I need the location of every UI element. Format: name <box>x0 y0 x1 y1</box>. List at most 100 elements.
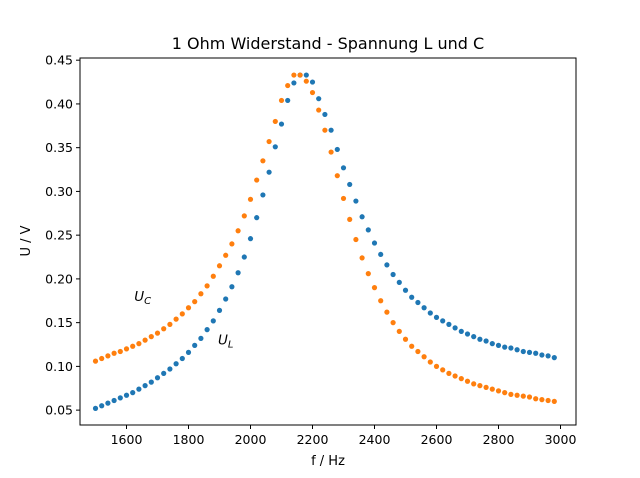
data-point-UL <box>359 214 365 220</box>
data-point-UL <box>235 270 241 276</box>
data-point-UC <box>471 381 477 387</box>
data-point-UL <box>495 342 502 348</box>
data-point-UC <box>173 316 179 322</box>
data-point-UL <box>99 403 105 409</box>
data-point-UC <box>142 337 148 343</box>
y-tick-label: 0.25 <box>45 228 73 243</box>
data-point-UL <box>266 169 272 175</box>
y-tick-label: 0.40 <box>45 96 73 111</box>
data-point-UL <box>148 379 154 385</box>
data-point-UC <box>316 107 322 113</box>
data-point-UC <box>192 299 198 305</box>
data-point-UC <box>489 386 495 392</box>
data-point-UL <box>340 165 347 171</box>
data-point-UC <box>223 252 229 258</box>
data-point-UL <box>409 294 415 300</box>
x-tick-label: 3000 <box>545 432 577 447</box>
x-tick-label: 2600 <box>421 432 453 447</box>
data-point-UL <box>167 366 173 372</box>
y-tick-label: 0.05 <box>45 403 73 418</box>
data-point-UC <box>179 311 185 317</box>
data-point-UL <box>390 271 396 278</box>
data-point-UL <box>272 144 278 150</box>
data-point-UL <box>421 305 427 311</box>
data-point-UC <box>260 158 266 164</box>
data-point-UL <box>192 342 198 348</box>
data-point-UL <box>347 181 353 188</box>
data-point-UC <box>483 384 489 390</box>
data-point-UL <box>105 400 111 406</box>
data-point-UC <box>409 343 415 349</box>
data-point-UL <box>210 318 216 324</box>
data-point-UC <box>371 285 378 291</box>
data-point-UL <box>452 325 458 331</box>
data-point-UL <box>502 344 508 350</box>
data-point-UC <box>328 149 334 155</box>
data-point-UC <box>167 321 173 327</box>
data-point-UL <box>378 251 384 258</box>
data-point-UC <box>334 173 340 179</box>
series-UC <box>92 72 557 404</box>
data-point-UC <box>353 236 359 243</box>
data-point-UC <box>402 336 409 342</box>
data-point-UC <box>123 346 130 352</box>
data-point-UL <box>520 348 526 355</box>
data-point-UL <box>247 236 254 242</box>
data-point-UL <box>254 215 260 221</box>
data-point-UL <box>446 321 452 327</box>
data-point-UL <box>198 335 204 341</box>
data-point-UL <box>117 395 123 401</box>
data-point-UC <box>303 78 309 84</box>
data-point-UL <box>123 392 130 398</box>
data-point-UC <box>545 397 551 404</box>
data-point-UC <box>440 367 446 373</box>
data-point-UL <box>303 72 309 78</box>
data-point-UC <box>92 358 99 364</box>
data-point-UC <box>161 326 167 332</box>
data-point-UC <box>539 397 545 403</box>
data-point-UC <box>533 396 539 402</box>
data-point-UC <box>359 255 365 261</box>
data-point-UC <box>477 383 483 389</box>
data-point-UL <box>216 307 223 313</box>
data-point-UC <box>502 390 508 396</box>
data-point-UC <box>278 97 285 104</box>
data-point-UC <box>514 392 520 398</box>
data-point-UC <box>433 363 440 369</box>
data-point-UC <box>130 343 136 349</box>
data-point-UL <box>136 386 142 392</box>
data-point-UC <box>427 359 433 365</box>
data-point-UL <box>464 331 471 337</box>
data-point-UC <box>396 328 402 334</box>
plot-frame <box>79 57 577 426</box>
y-tick-label: 0.20 <box>45 271 73 286</box>
y-tick-label: 0.35 <box>45 140 73 155</box>
chart-title: 1 Ohm Widerstand - Spannung L und C <box>172 34 484 53</box>
data-point-UL <box>402 287 409 293</box>
data-point-UC <box>241 213 247 219</box>
data-point-UC <box>495 388 502 394</box>
data-point-UC <box>520 393 526 399</box>
data-point-UL <box>526 349 533 355</box>
x-tick-label: 2400 <box>359 432 391 447</box>
data-point-UL <box>285 97 291 104</box>
data-point-UC <box>216 263 223 269</box>
data-point-UL <box>427 310 433 316</box>
data-point-UL <box>533 350 539 356</box>
data-point-UC <box>390 320 396 326</box>
data-point-UC <box>526 394 533 400</box>
data-point-UC <box>508 391 514 397</box>
data-point-UL <box>179 355 185 362</box>
data-point-UC <box>154 330 161 336</box>
data-point-UC <box>229 241 235 247</box>
data-point-UC <box>297 72 303 78</box>
data-point-UL <box>154 375 161 381</box>
data-point-UL <box>161 370 167 376</box>
x-axis-label: f / Hz <box>311 454 345 469</box>
data-point-UL <box>471 334 477 340</box>
series-UL <box>92 72 557 411</box>
annotations: UC UL <box>134 289 233 351</box>
data-point-UL <box>229 284 235 290</box>
data-point-UC <box>340 195 347 202</box>
